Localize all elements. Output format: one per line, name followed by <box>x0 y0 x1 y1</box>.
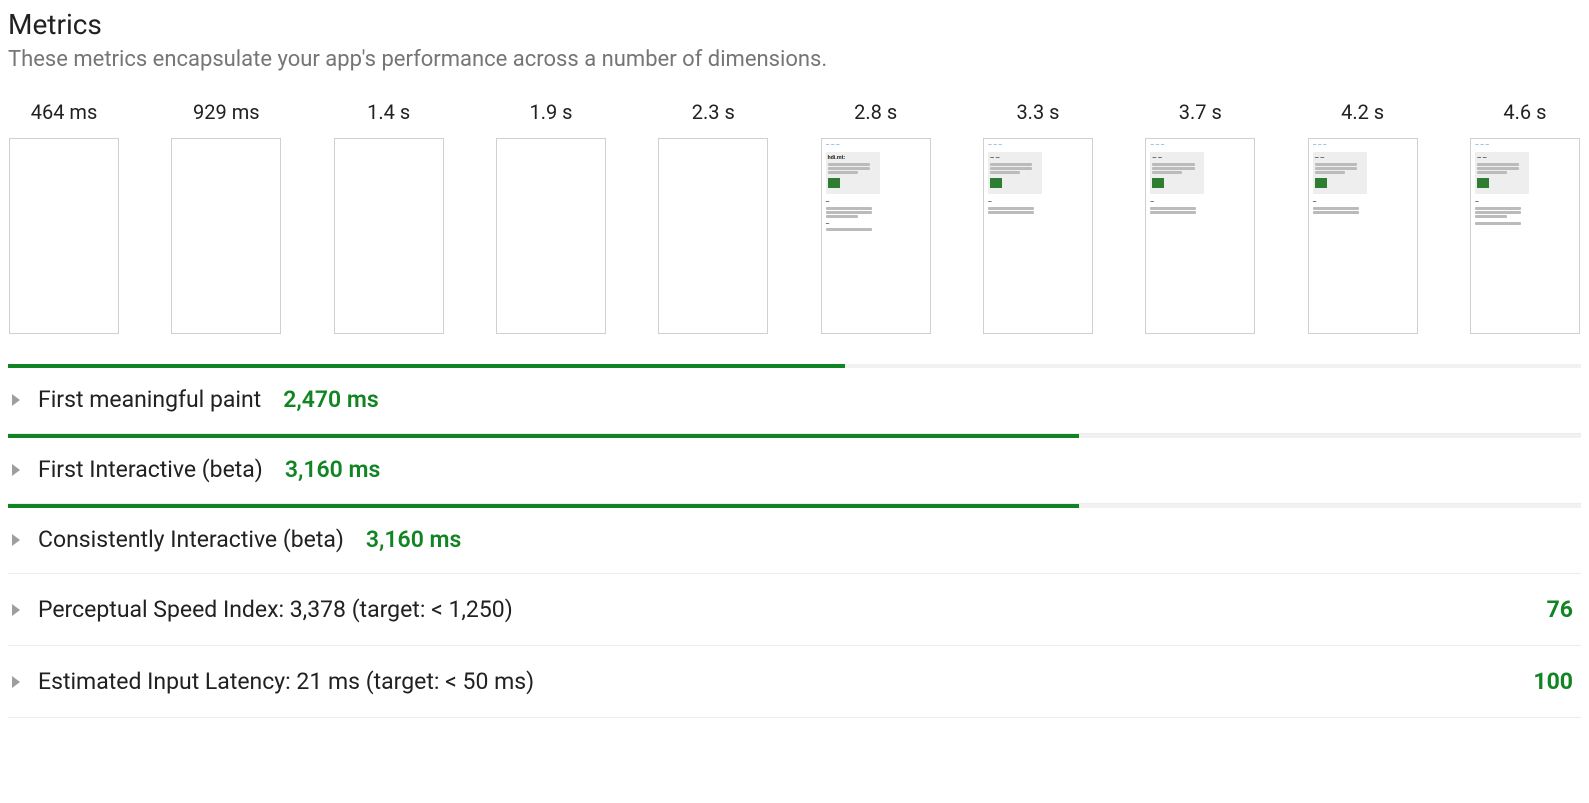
metric-score: 100 <box>1533 668 1573 695</box>
filmstrip-time-label: 3.7 s <box>1179 100 1222 124</box>
filmstrip-time-label: 2.8 s <box>854 100 897 124</box>
metric-label: First meaningful paint <box>38 386 261 413</box>
filmstrip-time-label: 4.6 s <box>1503 100 1546 124</box>
metric-value: 2,470 ms <box>283 386 378 413</box>
filmstrip-thumbnail: — — —— —— <box>983 138 1093 334</box>
metric-score: 76 <box>1547 596 1573 623</box>
filmstrip-thumbnail: — — —— —— <box>1308 138 1418 334</box>
filmstrip-frame: 1.4 s <box>333 100 445 334</box>
filmstrip-thumbnail <box>171 138 281 334</box>
filmstrip: 464 ms 929 ms 1.4 s 1.9 s 2.3 s 2.8 s — — —hdi… <box>8 100 1581 334</box>
filmstrip-thumbnail: — — —hdi.mt:—— <box>821 138 931 334</box>
metric-row[interactable]: First Interactive (beta) 3,160 ms <box>8 434 1581 504</box>
filmstrip-frame: 464 ms <box>8 100 120 334</box>
filmstrip-time-label: 1.4 s <box>367 100 410 124</box>
filmstrip-thumbnail: — — —— —— <box>1470 138 1580 334</box>
metric-value: 3,160 ms <box>285 456 380 483</box>
filmstrip-thumbnail <box>496 138 606 334</box>
metric-bar-track <box>8 364 1581 368</box>
filmstrip-thumbnail: — — —— —— <box>1145 138 1255 334</box>
metric-row[interactable]: Estimated Input Latency: 21 ms (target: … <box>8 646 1581 718</box>
metric-bar-fill <box>8 434 1079 438</box>
filmstrip-time-label: 464 ms <box>31 100 98 124</box>
filmstrip-frame: 3.3 s — — —— —— <box>982 100 1094 334</box>
metric-label: Estimated Input Latency: 21 ms (target: … <box>38 668 534 695</box>
metric-row[interactable]: Perceptual Speed Index: 3,378 (target: <… <box>8 574 1581 646</box>
filmstrip-time-label: 4.2 s <box>1341 100 1384 124</box>
filmstrip-frame: 4.2 s — — —— —— <box>1307 100 1419 334</box>
metric-bar-fill <box>8 364 845 368</box>
metric-label: Perceptual Speed Index: 3,378 (target: <… <box>38 596 513 623</box>
section-title: Metrics <box>8 8 1581 41</box>
metric-row[interactable]: First meaningful paint 2,470 ms <box>8 364 1581 434</box>
metric-bar-track <box>8 504 1581 508</box>
metric-label: First Interactive (beta) <box>38 456 263 483</box>
metric-bar-fill <box>8 504 1079 508</box>
metric-value: 3,160 ms <box>366 526 461 553</box>
filmstrip-frame: 4.6 s — — —— —— <box>1469 100 1581 334</box>
filmstrip-time-label: 1.9 s <box>529 100 572 124</box>
metric-bar-track <box>8 434 1581 438</box>
filmstrip-time-label: 2.3 s <box>692 100 735 124</box>
filmstrip-frame: 929 ms <box>170 100 282 334</box>
filmstrip-frame: 2.8 s — — —hdi.mt:—— <box>820 100 932 334</box>
expand-icon[interactable] <box>12 604 20 616</box>
filmstrip-time-label: 3.3 s <box>1016 100 1059 124</box>
expand-icon[interactable] <box>12 464 20 476</box>
filmstrip-frame: 3.7 s — — —— —— <box>1144 100 1256 334</box>
filmstrip-frame: 1.9 s <box>495 100 607 334</box>
metric-row[interactable]: Consistently Interactive (beta) 3,160 ms <box>8 504 1581 574</box>
expand-icon[interactable] <box>12 394 20 406</box>
filmstrip-thumbnail <box>658 138 768 334</box>
filmstrip-frame: 2.3 s <box>657 100 769 334</box>
expand-icon[interactable] <box>12 534 20 546</box>
filmstrip-thumbnail <box>334 138 444 334</box>
filmstrip-thumbnail <box>9 138 119 334</box>
section-subtitle: These metrics encapsulate your app's per… <box>8 47 1581 72</box>
filmstrip-time-label: 929 ms <box>193 100 260 124</box>
metric-label: Consistently Interactive (beta) <box>38 526 344 553</box>
metrics-list: First meaningful paint 2,470 ms First Inte… <box>8 364 1581 718</box>
expand-icon[interactable] <box>12 676 20 688</box>
